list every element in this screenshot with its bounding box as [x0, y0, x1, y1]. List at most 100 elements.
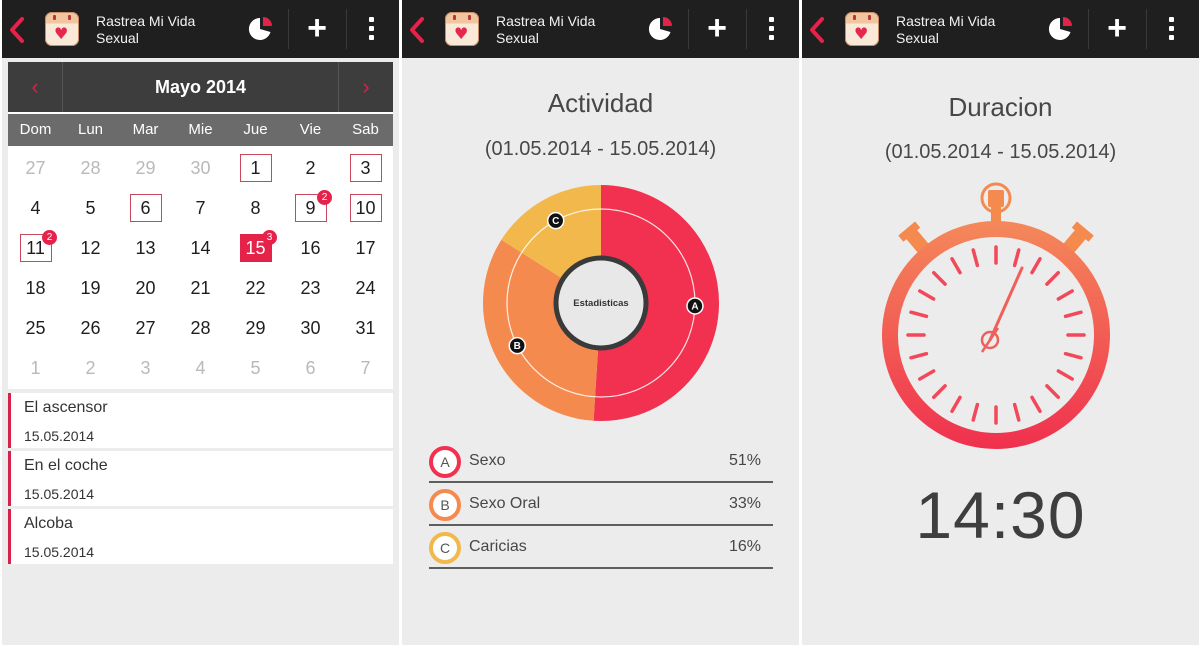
statistics-icon[interactable] — [646, 15, 674, 43]
entry-date: 15.05.2014 — [24, 428, 95, 444]
calendar-day[interactable]: 27 — [118, 308, 173, 348]
stopwatch-tick — [1045, 271, 1060, 286]
add-button[interactable]: + — [307, 9, 327, 47]
app-title-line1: Rastrea Mi Vida — [896, 13, 996, 29]
calendar-day[interactable]: 23 — [283, 268, 338, 308]
add-button[interactable]: + — [1107, 9, 1127, 47]
day-number: 8 — [250, 198, 261, 218]
calendar-day[interactable]: 7 — [173, 188, 228, 228]
calendar-day[interactable]: 27 — [8, 148, 63, 188]
donut-marker-label: A — [691, 301, 698, 312]
back-icon[interactable] — [806, 16, 828, 44]
stopwatch-tick — [1056, 369, 1074, 381]
calendar-day[interactable]: 18 — [8, 268, 63, 308]
calendar-day[interactable]: 20 — [118, 268, 173, 308]
legend-row-sexo-oral[interactable]: B Sexo Oral 33% — [429, 483, 773, 526]
weekday-label: Dom — [19, 121, 52, 138]
calendar-day[interactable]: 21 — [173, 268, 228, 308]
calendar-day[interactable]: 4 — [8, 188, 63, 228]
stopwatch-icon — [882, 182, 1110, 449]
calendar-day[interactable]: 28 — [173, 308, 228, 348]
back-icon[interactable] — [406, 16, 428, 44]
calendar-day[interactable]: 25 — [8, 308, 63, 348]
day-number: 15 — [239, 234, 272, 262]
day-number: 3 — [349, 154, 382, 182]
day-number: 1 — [30, 358, 41, 378]
app-logo-icon: ♥ — [445, 12, 479, 46]
stopwatch-tick — [909, 351, 929, 360]
weekday-header: Dom Lun Mar Mie Jue Vie Sab — [8, 114, 393, 146]
calendar-day[interactable]: 30 — [283, 308, 338, 348]
calendar-day-today[interactable]: 15 3 — [228, 228, 283, 268]
calendar-day[interactable]: 12 — [63, 228, 118, 268]
donut-slice-a[interactable] — [593, 185, 720, 421]
entry-date: 15.05.2014 — [24, 486, 95, 502]
calendar-day[interactable]: 3 — [118, 348, 173, 388]
calendar-day[interactable]: 22 — [228, 268, 283, 308]
calendar-day[interactable]: 17 — [338, 228, 393, 268]
donut-center[interactable] — [553, 255, 649, 351]
stopwatch-tick — [918, 289, 936, 301]
calendar-day[interactable]: 8 — [228, 188, 283, 228]
calendar-day[interactable]: 6 — [118, 188, 173, 228]
day-number: 27 — [25, 158, 46, 178]
calendar-day[interactable]: 30 — [173, 148, 228, 188]
list-item[interactable]: Alcoba 15.05.2014 — [8, 509, 393, 564]
legend-marker: C — [429, 532, 461, 564]
calendar-day[interactable]: 29 — [118, 148, 173, 188]
stopwatch-tick — [1030, 257, 1042, 275]
calendar-day[interactable]: 14 — [173, 228, 228, 268]
legend-row-caricias[interactable]: C Caricias 16% — [429, 526, 773, 569]
calendar-day[interactable]: 29 — [228, 308, 283, 348]
legend: A Sexo 51% B Sexo Oral 33% C Caricias 16… — [429, 440, 773, 569]
legend-row-sexo[interactable]: A Sexo 51% — [429, 440, 773, 483]
calendar-screen: ♥ Rastrea Mi Vida Sexual + ‹ Mayo 2014 ›… — [2, 0, 399, 645]
list-item[interactable]: En el coche 15.05.2014 — [8, 451, 393, 506]
calendar-day[interactable]: 26 — [63, 308, 118, 348]
calendar-day[interactable]: 11 2 — [8, 228, 63, 268]
calendar-day[interactable]: 13 — [118, 228, 173, 268]
calendar-day[interactable]: 7 — [338, 348, 393, 388]
statistics-icon[interactable] — [246, 15, 274, 43]
calendar-day[interactable]: 1 — [228, 148, 283, 188]
calendar-day[interactable]: 28 — [63, 148, 118, 188]
back-icon[interactable] — [6, 16, 28, 44]
calendar-day[interactable]: 1 — [8, 348, 63, 388]
calendar-week-row: 1 2 3 4 5 6 7 — [8, 348, 393, 388]
calendar-day[interactable]: 4 — [173, 348, 228, 388]
overflow-menu-icon[interactable] — [360, 17, 382, 43]
day-number: 5 — [250, 358, 261, 378]
donut-marker-label: C — [552, 216, 559, 227]
calendar-day[interactable]: 2 — [63, 348, 118, 388]
legend-label: Caricias — [469, 538, 527, 555]
statistics-icon[interactable] — [1046, 15, 1074, 43]
calendar-day[interactable]: 6 — [283, 348, 338, 388]
next-month-button[interactable]: › — [338, 62, 393, 112]
day-number: 19 — [80, 278, 101, 298]
stopwatch-tick — [932, 271, 947, 286]
overflow-menu-icon[interactable] — [760, 17, 782, 43]
prev-month-button[interactable]: ‹ — [8, 62, 63, 112]
overflow-menu-icon[interactable] — [1160, 17, 1182, 43]
calendar-day[interactable]: 3 — [338, 148, 393, 188]
app-logo-icon: ♥ — [45, 12, 79, 46]
calendar-day[interactable]: 5 — [63, 188, 118, 228]
day-number: 30 — [190, 158, 211, 178]
entry-title: Alcoba — [24, 515, 73, 532]
legend-marker: B — [429, 489, 461, 521]
list-item[interactable]: El ascensor 15.05.2014 — [8, 393, 393, 448]
day-number: 1 — [239, 154, 272, 182]
donut-marker-b — [508, 336, 526, 355]
calendar-day[interactable]: 24 — [338, 268, 393, 308]
add-button[interactable]: + — [707, 9, 727, 47]
legend-label: Sexo Oral — [469, 495, 541, 512]
calendar-day[interactable]: 31 — [338, 308, 393, 348]
calendar-day[interactable]: 10 — [338, 188, 393, 228]
calendar-day[interactable]: 19 — [63, 268, 118, 308]
calendar-day[interactable]: 5 — [228, 348, 283, 388]
stopwatch-tick — [1012, 248, 1021, 268]
calendar-day[interactable]: 2 — [283, 148, 338, 188]
calendar-day[interactable]: 16 — [283, 228, 338, 268]
stopwatch-tick — [971, 402, 980, 422]
